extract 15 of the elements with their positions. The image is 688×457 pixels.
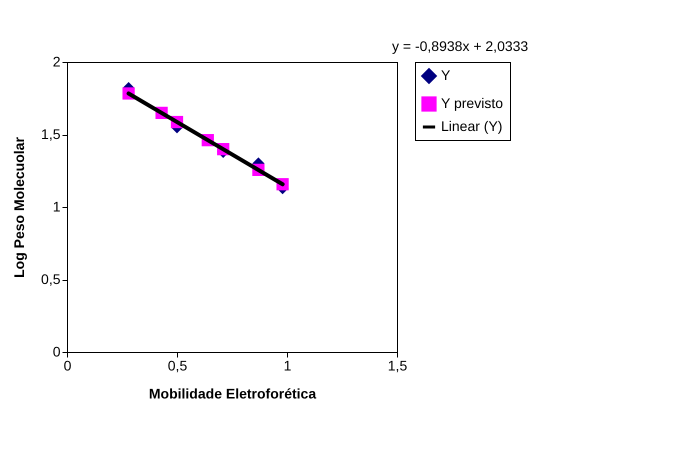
x-tick-label: 0 [64, 358, 72, 374]
legend-label: Y previsto [441, 95, 504, 111]
x-axis-title: Mobilidade Eletroforética [148, 386, 316, 402]
legend-label: Y [441, 67, 451, 83]
text: y = -0,8938x + 2,0333 [392, 38, 528, 54]
y-tick-label: 0,5 [41, 271, 61, 287]
y-tick-label: 1,5 [41, 126, 61, 142]
y-tick-label: 0 [52, 344, 61, 360]
y-tick-label: 1 [52, 198, 61, 214]
y-axis-title: Log Peso Molecuolar [11, 136, 28, 278]
x-tick-label: 1,5 [388, 358, 408, 374]
x-tick-label: 1 [284, 358, 292, 374]
legend-label: Linear (Y) [441, 118, 502, 134]
x-tick-label: 0,5 [168, 358, 188, 374]
y-tick-label: 2 [52, 54, 61, 70]
